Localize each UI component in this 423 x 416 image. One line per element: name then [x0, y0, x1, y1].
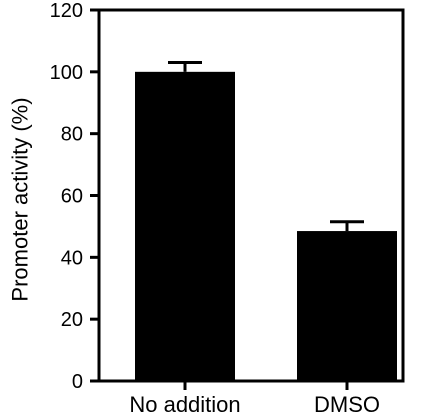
bar	[135, 71, 235, 381]
x-category-label: DMSO	[314, 392, 380, 416]
x-category-labels: No addition DMSO	[129, 392, 380, 416]
y-axis-title: Promoter activity (%)	[8, 97, 33, 301]
y-tick-label: 80	[61, 124, 83, 146]
y-tick-labels: 0 20 40 60 80 100 120	[50, 0, 83, 393]
bar	[297, 231, 397, 381]
plot-axes	[90, 8, 405, 390]
y-tick-label: 0	[72, 371, 83, 393]
bar-series	[135, 61, 397, 381]
x-category-label: No addition	[129, 392, 240, 416]
y-tick-label: 20	[61, 309, 83, 331]
y-tick-label: 40	[61, 247, 83, 269]
y-tick-label: 100	[50, 62, 83, 84]
y-tick-label: 120	[50, 0, 83, 22]
y-tick-label: 60	[61, 186, 83, 208]
